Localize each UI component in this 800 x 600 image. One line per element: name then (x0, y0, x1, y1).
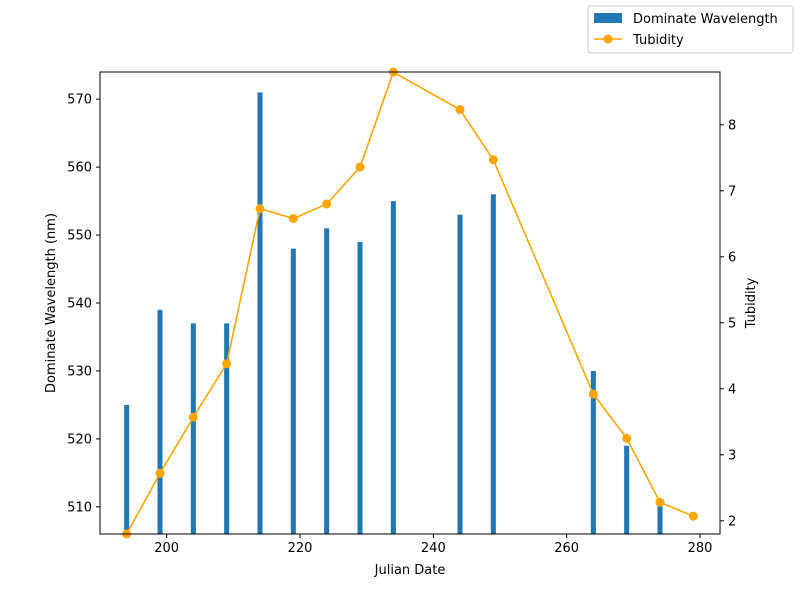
point-tubidity (355, 162, 365, 172)
point-tubidity (322, 199, 332, 209)
bar-dominate-wavelength (124, 404, 130, 534)
x-tick-label: 220 (288, 541, 313, 556)
left-y-tick-label: 530 (67, 364, 92, 379)
point-tubidity (255, 204, 265, 214)
right-y-tick-label: 5 (728, 316, 736, 331)
bar-dominate-wavelength (190, 323, 196, 534)
legend-swatch-tubidity-marker (603, 34, 613, 44)
left-y-tick-label: 510 (67, 500, 92, 515)
bar-dominate-wavelength (157, 309, 163, 534)
bar-dominate-wavelength (324, 228, 330, 534)
legend-label-tubidity: Tubidity (632, 33, 684, 48)
point-tubidity (588, 389, 598, 399)
point-tubidity (688, 511, 698, 521)
point-tubidity (222, 359, 232, 369)
line-series-layer (122, 67, 698, 539)
left-y-tick-label: 560 (67, 161, 92, 176)
left-y-tick-label: 570 (67, 93, 92, 108)
right-y-tick-label: 6 (728, 250, 736, 265)
x-axis: 200 220 240 260 280 (154, 534, 712, 556)
point-tubidity (488, 155, 498, 165)
right-y-axis: 2 3 4 5 6 7 8 (720, 118, 736, 529)
point-tubidity (622, 433, 632, 443)
x-tick-label: 240 (421, 541, 446, 556)
line-tubidity (125, 70, 694, 535)
legend: Dominate Wavelength Tubidity (587, 5, 794, 54)
point-tubidity (188, 412, 198, 422)
legend-label-dominate-wavelength: Dominate Wavelength (633, 12, 778, 27)
legend-frame (587, 5, 794, 54)
point-tubidity (288, 214, 298, 224)
bar-dominate-wavelength (390, 201, 396, 534)
bar-dominate-wavelength (490, 194, 496, 534)
bar-dominate-wavelength (224, 323, 230, 534)
bar-dominate-wavelength (590, 370, 596, 534)
x-tick-label: 280 (688, 541, 713, 556)
bar-dominate-wavelength (457, 214, 463, 534)
right-y-axis-label: Tubidity (744, 277, 759, 329)
left-y-axis: 510 520 530 540 550 560 570 (67, 93, 100, 515)
x-axis-label: Julian Date (374, 563, 446, 578)
bar-dominate-wavelength (257, 92, 263, 534)
right-y-tick-label: 3 (728, 448, 736, 463)
legend-swatch-dominate-wavelength (594, 13, 622, 23)
right-y-tick-label: 4 (728, 382, 736, 397)
x-tick-label: 200 (154, 541, 179, 556)
bar-dominate-wavelength (290, 248, 296, 534)
x-tick-label: 260 (554, 541, 579, 556)
left-y-axis-label: Dominate Wavelength (nm) (44, 213, 59, 393)
bar-series-layer (124, 92, 663, 534)
right-y-tick-label: 7 (728, 184, 736, 199)
bar-dominate-wavelength (657, 500, 663, 534)
right-y-tick-label: 2 (728, 514, 736, 529)
left-y-tick-label: 520 (67, 432, 92, 447)
point-tubidity (655, 497, 665, 507)
left-y-tick-label: 540 (67, 297, 92, 312)
point-tubidity (455, 105, 465, 115)
right-y-tick-label: 8 (728, 118, 736, 133)
left-y-tick-label: 550 (67, 229, 92, 244)
bar-dominate-wavelength (357, 241, 363, 534)
point-tubidity (155, 468, 165, 478)
bar-dominate-wavelength (624, 445, 630, 534)
